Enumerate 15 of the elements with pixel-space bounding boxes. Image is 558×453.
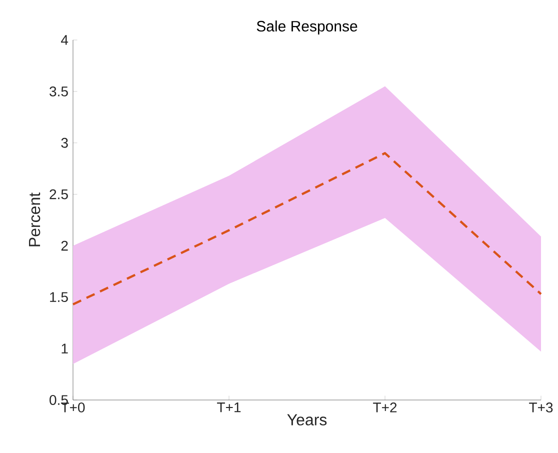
line-series [72, 152, 542, 306]
x-tick-label: T+3 [529, 402, 553, 412]
y-tick-label: 1.5 [50, 292, 68, 302]
chart-title: Sale Response [256, 20, 358, 34]
x-axis-title: Years [287, 414, 327, 426]
y-tick-label: 3 [61, 138, 68, 148]
y-tick-label: 0.5 [50, 395, 68, 405]
y-tick-label: 2.5 [50, 189, 68, 200]
x-tick-label: T+2 [373, 402, 397, 412]
y-tick-label: 3.5 [50, 86, 68, 96]
y-tick-label: 2 [61, 240, 68, 251]
y-tick-label: 1 [62, 344, 68, 354]
x-tick-label: T+1 [217, 402, 241, 412]
y-axis-title: Percent [29, 192, 40, 246]
y-tick-label: 4 [61, 35, 68, 45]
